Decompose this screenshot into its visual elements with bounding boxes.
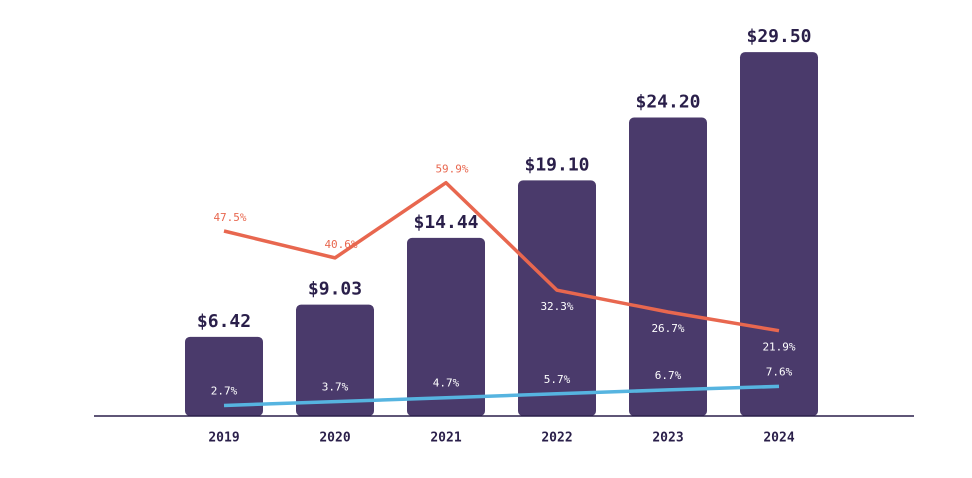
- x-tick-label: 2019: [208, 431, 239, 446]
- bar-value-label: $24.20: [635, 92, 700, 113]
- bar-value-label: $19.10: [524, 154, 589, 175]
- line-value-label: 7.6%: [766, 365, 793, 378]
- bar: [740, 52, 818, 417]
- x-tick-label: 2021: [430, 431, 461, 446]
- x-tick-label: 2023: [652, 431, 683, 446]
- line-value-label: 59.9%: [435, 163, 468, 176]
- x-tick-label: 2024: [763, 431, 794, 446]
- bar-value-label: $14.44: [413, 212, 478, 233]
- line-value-label: 32.3%: [540, 300, 573, 313]
- bar-value-label: $29.50: [746, 26, 811, 47]
- bar: [629, 117, 707, 417]
- line-value-label: 2.7%: [211, 384, 238, 397]
- bar: [518, 180, 596, 416]
- bar: [185, 336, 263, 416]
- line-value-label: 5.7%: [544, 373, 571, 386]
- line-value-label: 6.7%: [655, 369, 682, 382]
- bar-value-label: $9.03: [308, 279, 362, 300]
- line-value-label: 3.7%: [322, 381, 349, 394]
- bar-value-label: $6.42: [197, 311, 251, 332]
- line-series: [223, 384, 780, 408]
- x-tick-label: 2022: [541, 431, 572, 446]
- line-value-label: 40.6%: [324, 238, 357, 251]
- line-value-label: 47.5%: [213, 211, 246, 224]
- bar: [407, 237, 485, 416]
- line-value-label: 26.7%: [651, 322, 684, 335]
- line-series: [223, 180, 780, 333]
- line-value-label: 4.7%: [433, 377, 460, 390]
- x-tick-label: 2020: [319, 431, 350, 446]
- bar: [296, 304, 374, 416]
- line-value-label: 21.9%: [762, 341, 795, 354]
